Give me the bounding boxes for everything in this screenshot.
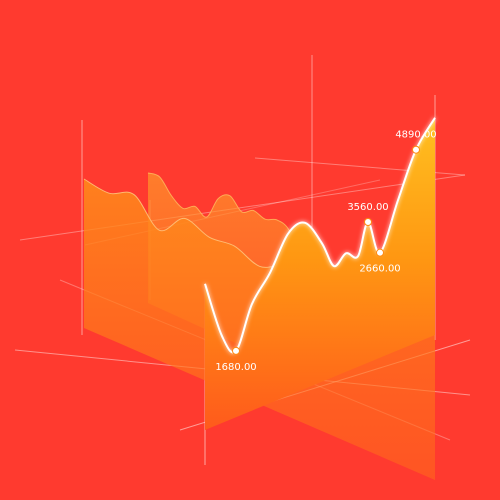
data-labels: 1680.00 3560.00 2660.00 4890.00	[215, 130, 436, 373]
series-3	[204, 117, 436, 431]
series-line	[147, 172, 313, 258]
data-label: 3560.00	[347, 202, 388, 213]
data-point: 3560.00	[347, 202, 389, 227]
series-layer	[83, 117, 436, 480]
data-label: 4890.00	[395, 130, 436, 141]
data-point: 1680.00	[215, 346, 257, 373]
data-point: 2660.00	[359, 248, 401, 275]
data-point-marker	[412, 145, 420, 154]
data-label: 2660.00	[359, 264, 400, 275]
data-point-marker	[376, 248, 384, 257]
data-point: 4890.00	[395, 130, 437, 154]
data-point-marker	[232, 346, 240, 355]
series-area	[205, 117, 435, 431]
data-label: 1680.00	[215, 362, 256, 373]
series-line	[204, 117, 436, 354]
data-point-marker	[364, 218, 372, 227]
